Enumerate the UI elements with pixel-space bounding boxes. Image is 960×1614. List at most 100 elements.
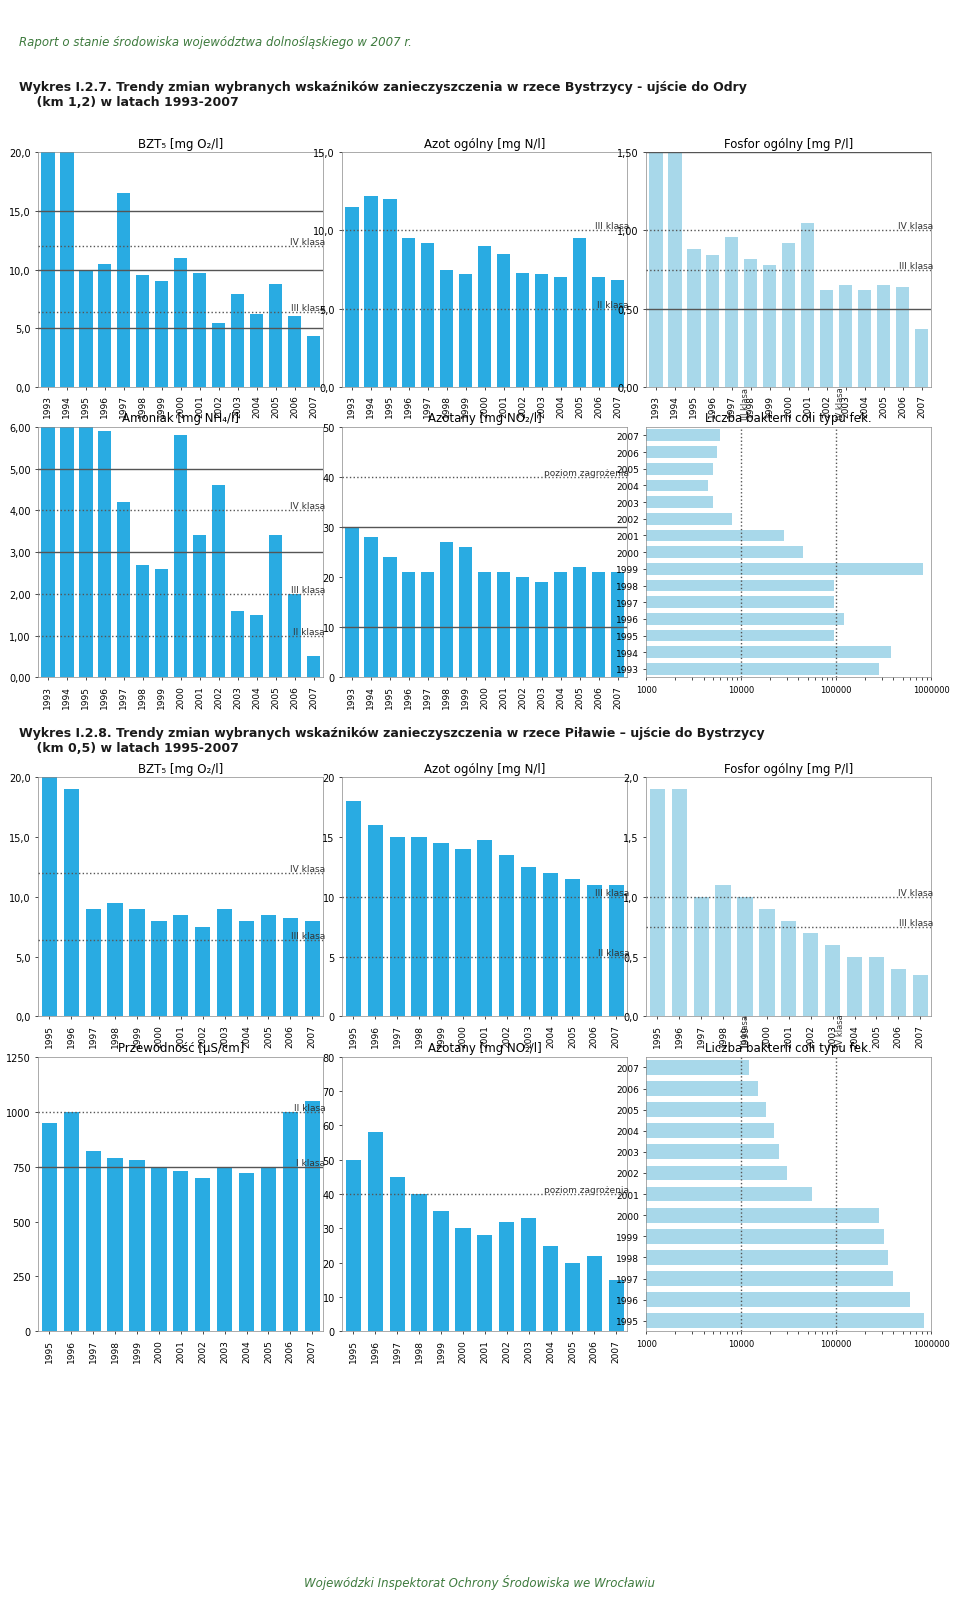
Bar [0, 1060, 749, 1075]
Bar [0, 1123, 774, 1138]
Bar [869, 957, 884, 1017]
Bar [383, 200, 396, 387]
Bar [477, 1236, 492, 1332]
Bar [0, 663, 878, 675]
Bar [402, 239, 416, 387]
Bar [174, 258, 187, 387]
Title: Przewodność [μS/cm]: Przewodność [μS/cm] [118, 1041, 244, 1054]
Bar [0, 1186, 811, 1202]
Bar [573, 239, 587, 387]
Bar [261, 1167, 276, 1332]
Bar [85, 1151, 101, 1332]
Bar [825, 946, 840, 1017]
Bar [269, 284, 282, 387]
Bar [672, 789, 687, 1017]
Bar [433, 1212, 448, 1332]
Bar [516, 273, 529, 387]
Bar [0, 581, 834, 592]
Bar [117, 194, 131, 387]
Bar [781, 922, 797, 1017]
Bar [212, 324, 226, 387]
Bar [587, 1256, 602, 1332]
Bar [239, 1173, 254, 1332]
Bar [390, 838, 405, 1017]
Bar [41, 1123, 57, 1332]
Bar [0, 1230, 884, 1244]
Bar [725, 237, 738, 387]
Text: IV klasa: IV klasa [898, 223, 933, 231]
Title: Amoniak [mg NH₄/l]: Amoniak [mg NH₄/l] [122, 412, 239, 424]
Bar [364, 197, 377, 387]
Text: Wykres I.2.8. Trendy zmian wybranych wskaźników zanieczyszczenia w rzece Piławie: Wykres I.2.8. Trendy zmian wybranych wsk… [19, 726, 765, 754]
Bar [288, 594, 301, 678]
Bar [269, 536, 282, 678]
Bar [41, 778, 57, 1017]
Text: II klasa: II klasa [597, 300, 629, 310]
Bar [307, 337, 321, 387]
Bar [896, 287, 909, 387]
Bar [554, 573, 567, 678]
Bar [212, 486, 226, 678]
Bar [156, 282, 168, 387]
Text: poziom zagrożenia: poziom zagrożenia [544, 1185, 630, 1194]
Title: Azotany [mg NO₂/l]: Azotany [mg NO₂/l] [428, 1041, 541, 1054]
Bar [609, 1280, 624, 1332]
Bar [877, 286, 890, 387]
Bar [707, 257, 719, 387]
Bar [0, 497, 712, 508]
Bar [497, 255, 511, 387]
Bar [368, 826, 383, 1017]
Bar [0, 463, 712, 475]
Bar [649, 153, 662, 387]
Bar [478, 573, 492, 678]
Text: II klasa: II klasa [294, 1102, 325, 1112]
Bar [193, 536, 206, 678]
Bar [612, 281, 624, 387]
Bar [554, 278, 567, 387]
Bar [130, 1160, 145, 1332]
Bar [173, 915, 188, 1017]
Bar [687, 250, 701, 387]
Bar [0, 563, 923, 575]
Bar [455, 849, 470, 1017]
Bar [98, 265, 111, 387]
Text: Wykres I.2.7. Trendy zmian wybranych wskaźników zanieczyszczenia w rzece Bystrzy: Wykres I.2.7. Trendy zmian wybranych wsk… [19, 81, 747, 108]
Bar [98, 433, 111, 678]
Text: IV klasa: IV klasa [290, 865, 325, 873]
Bar [782, 244, 796, 387]
Text: III klasa: III klasa [291, 931, 325, 941]
Bar [0, 547, 804, 558]
Bar [174, 436, 187, 678]
Text: IV klasa: IV klasa [836, 1014, 845, 1046]
Bar [668, 150, 682, 387]
Bar [913, 975, 928, 1017]
Text: II klasa: II klasa [294, 628, 325, 636]
Bar [304, 922, 320, 1017]
Bar [60, 142, 74, 387]
Bar [108, 904, 123, 1017]
Bar [521, 1219, 537, 1332]
Bar [63, 789, 79, 1017]
Title: Fosfor ogólny [mg P/l]: Fosfor ogólny [mg P/l] [724, 137, 853, 150]
Bar [0, 1251, 888, 1265]
Bar [0, 1293, 910, 1307]
Text: III klasa: III klasa [291, 586, 325, 594]
Bar [390, 1177, 405, 1332]
Bar [346, 208, 358, 387]
Bar [346, 528, 358, 678]
Text: I klasa: I klasa [297, 1157, 325, 1167]
Title: BZT₅ [mg O₂/l]: BZT₅ [mg O₂/l] [138, 137, 224, 150]
Bar [650, 789, 665, 1017]
Bar [0, 1165, 786, 1181]
Bar [217, 1167, 232, 1332]
Bar [136, 565, 150, 678]
Text: Wojewódzki Inspektorat Ochrony Środowiska we Wrocławiu: Wojewódzki Inspektorat Ochrony Środowisk… [304, 1574, 656, 1588]
Text: III klasa: III klasa [741, 1015, 751, 1046]
Bar [80, 423, 92, 678]
Bar [421, 244, 435, 387]
Bar [80, 271, 92, 387]
Bar [497, 573, 511, 678]
Bar [251, 315, 263, 387]
Bar [564, 1262, 580, 1332]
Bar [117, 504, 131, 678]
